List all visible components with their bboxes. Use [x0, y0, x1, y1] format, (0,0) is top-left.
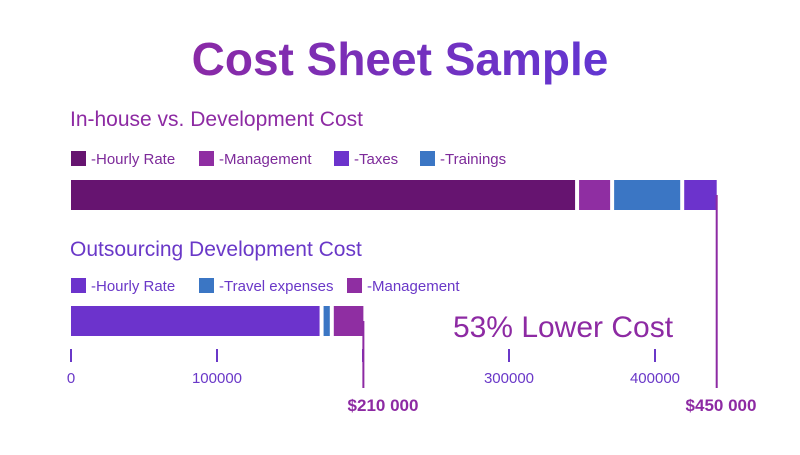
x-tick-label: 300000 — [484, 370, 534, 387]
inhouse-legend-label-management: -Management — [219, 151, 312, 168]
inhouse-bar-segment-hourly-rate — [71, 180, 576, 210]
outsourcing-legend-swatch-management — [347, 278, 362, 293]
inhouse-legend-swatch-management — [199, 151, 214, 166]
outsourcing-legend-swatch-hourly-rate — [71, 278, 86, 293]
outsourcing-total-label: $210 000 — [348, 396, 419, 415]
x-axis: 0 100000 300000 400000 — [67, 349, 680, 387]
outsourcing-legend-label-management: -Management — [367, 278, 460, 295]
inhouse-stacked-bar — [71, 180, 717, 210]
inhouse-legend-label-hourly-rate: -Hourly Rate — [91, 151, 175, 168]
outsourcing-bar-segment-hourly-rate — [71, 306, 320, 336]
outsourcing-legend: -Hourly Rate -Travel expenses -Management — [71, 278, 460, 295]
total-connectors — [362, 195, 718, 388]
x-tick-label: 100000 — [192, 370, 242, 387]
inhouse-chart-title: In-house vs. Development Cost — [70, 108, 363, 131]
savings-annotation: 53% Lower Cost — [453, 311, 674, 344]
outsourcing-bar-segment-travel-expenses — [323, 306, 330, 336]
outsourcing-legend-swatch-travel-expenses — [199, 278, 214, 293]
x-tick-label: 0 — [67, 370, 75, 387]
x-tick-label: 400000 — [630, 370, 680, 387]
inhouse-legend-swatch-hourly-rate — [71, 151, 86, 166]
inhouse-bar-segment-management — [579, 180, 611, 210]
outsourcing-legend-label-hourly-rate: -Hourly Rate — [91, 278, 175, 295]
inhouse-bar-segment-taxes — [684, 180, 717, 210]
outsourcing-stacked-bar — [71, 306, 364, 336]
outsourcing-chart-title: Outsourcing Development Cost — [70, 238, 362, 261]
inhouse-bar-segment-trainings — [614, 180, 681, 210]
outsourcing-bar-segment-management — [333, 306, 364, 336]
chart-title: Cost Sheet Sample — [192, 33, 609, 85]
inhouse-total-label: $450 000 — [686, 396, 757, 415]
inhouse-legend: -Hourly Rate -Management -Taxes -Trainings — [71, 151, 506, 168]
outsourcing-legend-label-travel-expenses: -Travel expenses — [219, 278, 334, 295]
inhouse-legend-swatch-trainings — [420, 151, 435, 166]
inhouse-legend-swatch-taxes — [334, 151, 349, 166]
inhouse-legend-label-trainings: -Trainings — [440, 151, 506, 168]
inhouse-legend-label-taxes: -Taxes — [354, 151, 398, 168]
